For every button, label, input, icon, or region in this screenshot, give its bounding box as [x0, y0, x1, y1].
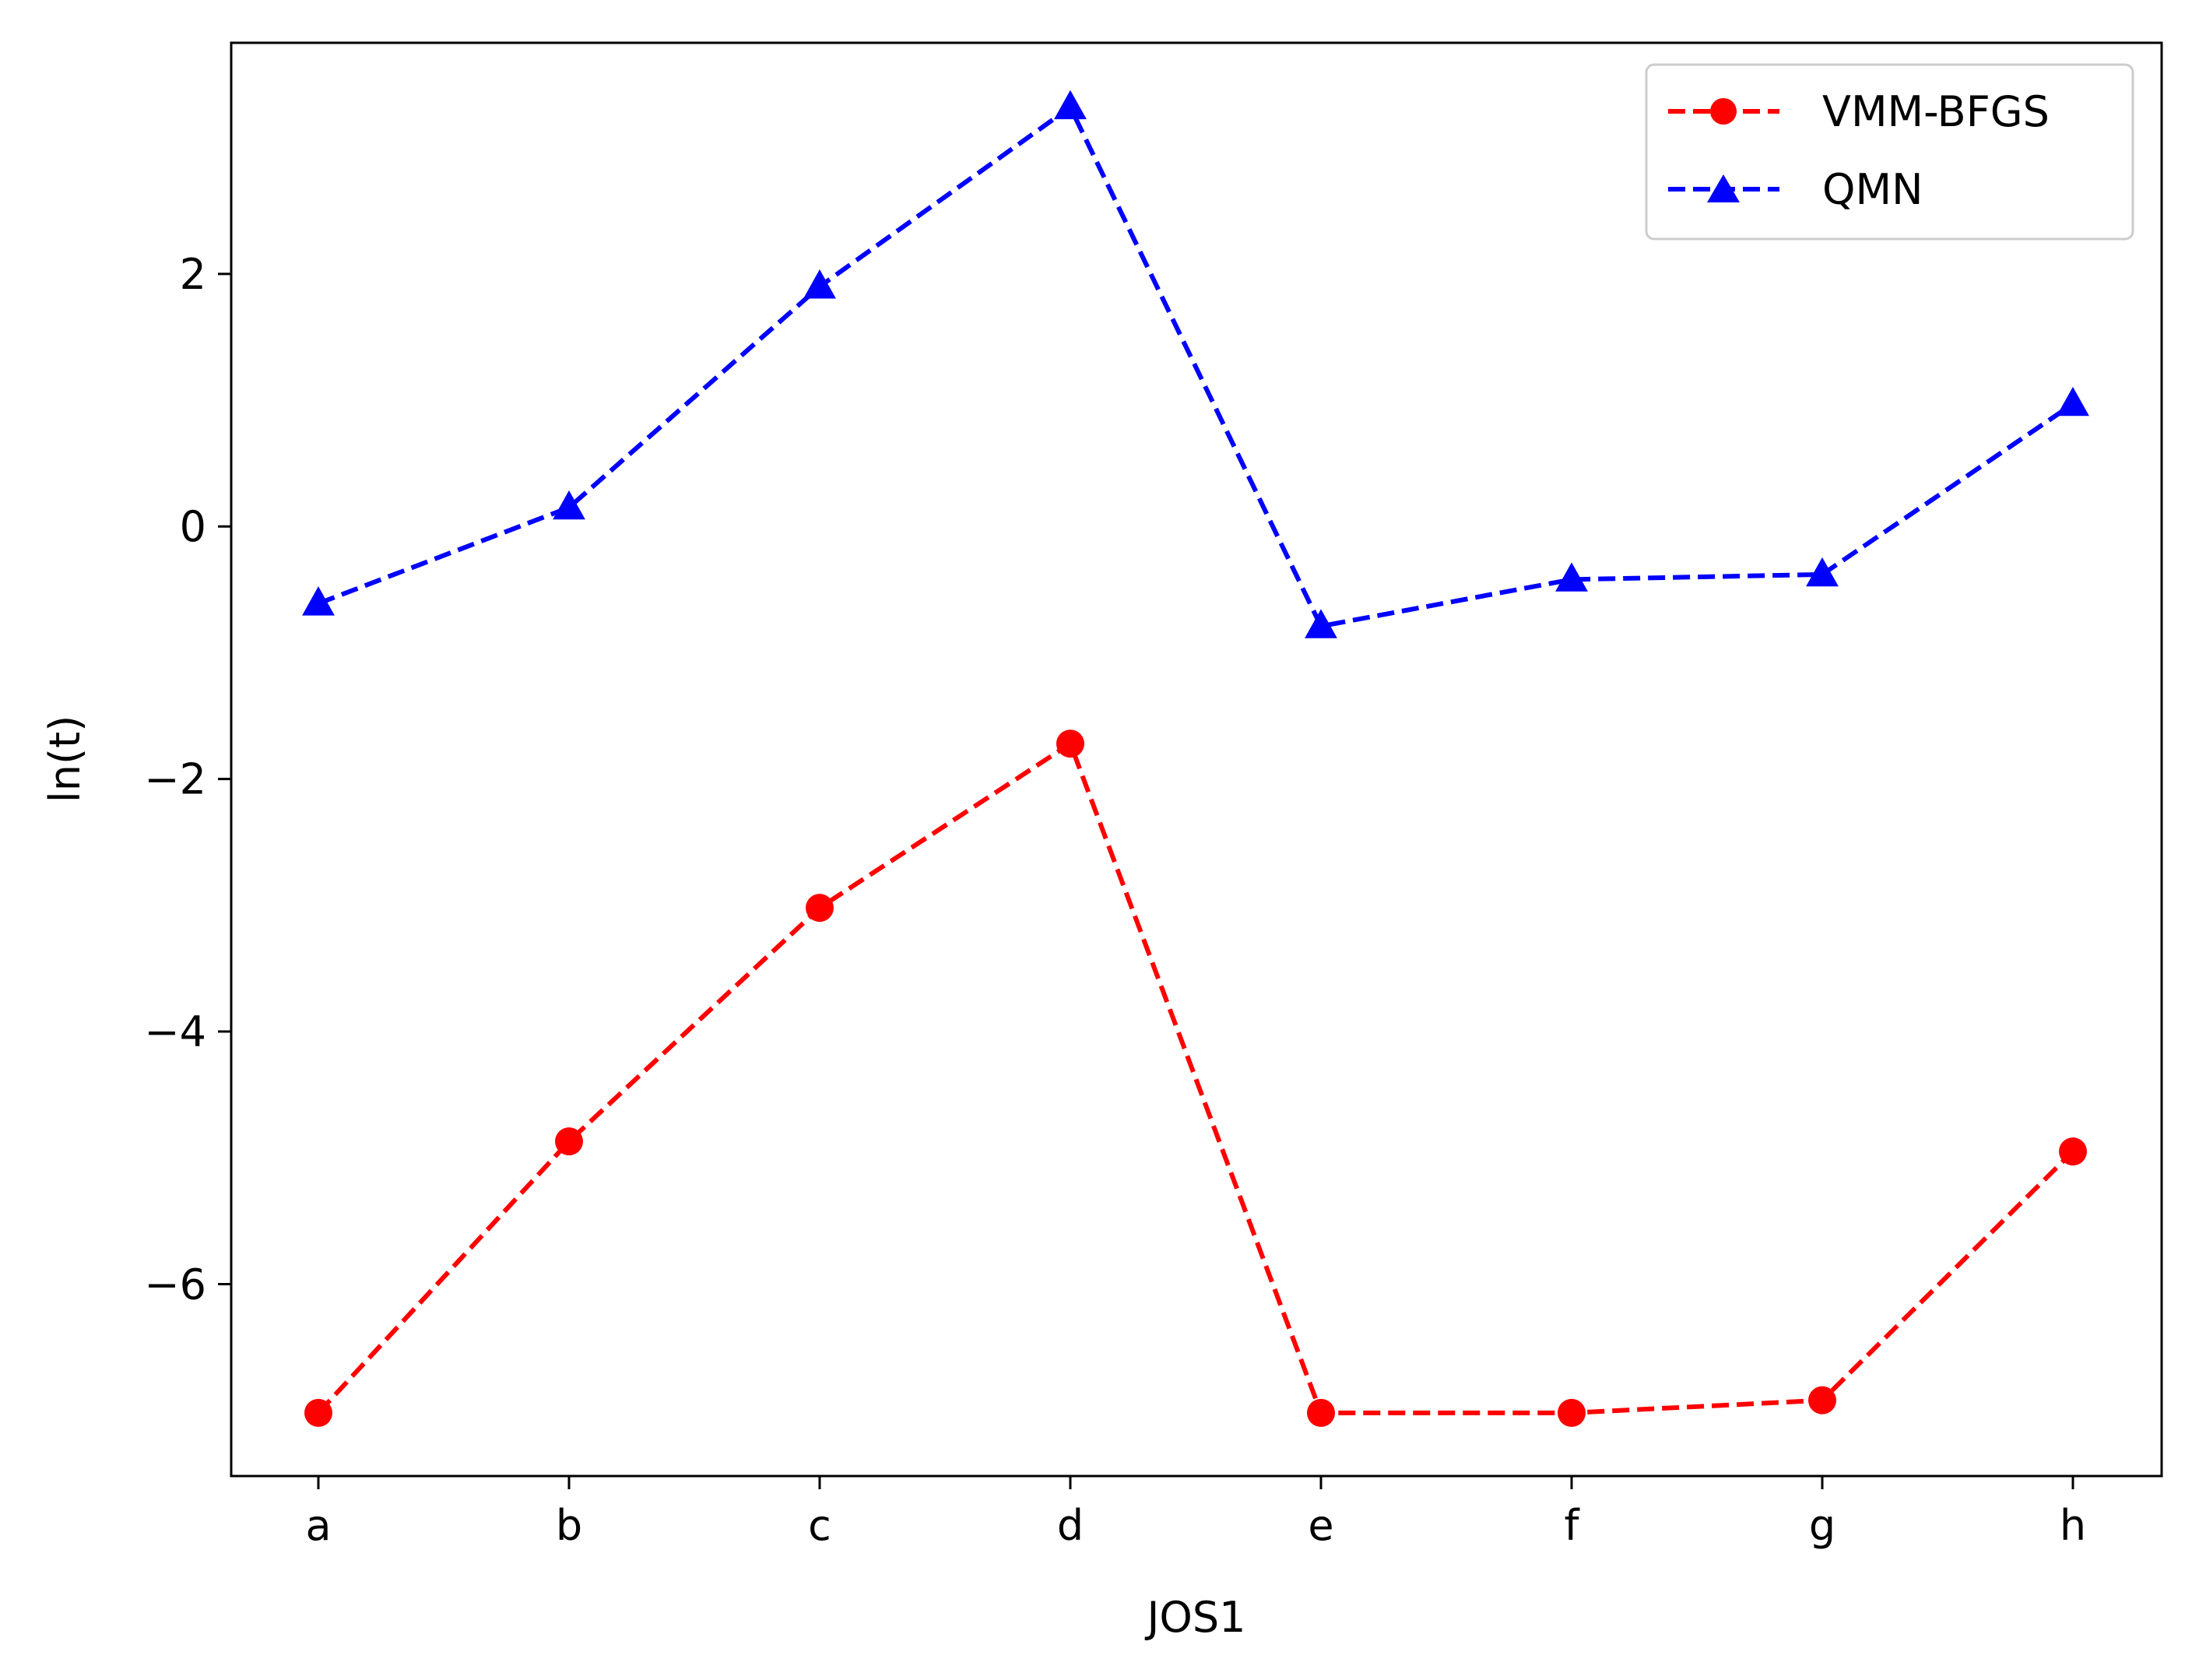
y-tick-label--4: −4	[144, 1007, 206, 1056]
plot-frame	[230, 41, 2163, 1478]
point-qmn-f	[1555, 562, 1588, 592]
y-tick-label-0: 0	[180, 502, 206, 551]
x-tick-label-h: h	[2060, 1501, 2086, 1550]
point-qmn-b	[553, 490, 585, 520]
y-tick-label-2: 2	[180, 250, 206, 299]
y-axis: −6 −4 −2 0 2	[144, 250, 231, 1309]
legend-label-qmn: QMN	[1822, 165, 1923, 214]
series-layer	[302, 90, 2089, 1427]
x-axis: a b c d e f g h	[305, 1476, 2086, 1550]
x-axis-title: JOS1	[1144, 1593, 1245, 1642]
point-vmm-bfgs-d	[1056, 729, 1084, 758]
series-line-qmn	[317, 104, 2074, 629]
x-tick-label-g: g	[1809, 1501, 1835, 1550]
y-axis-title: ln(t)	[40, 715, 90, 803]
point-vmm-bfgs-b	[555, 1127, 583, 1156]
legend-marker-vmm-bfgs	[1710, 98, 1737, 125]
legend: VMM-BFGS QMN	[1645, 63, 2134, 241]
legend-label-vmm-bfgs: VMM-BFGS	[1822, 87, 2050, 136]
x-tick-label-f: f	[1564, 1501, 1580, 1550]
point-vmm-bfgs-f	[1558, 1398, 1586, 1427]
point-qmn-g	[1806, 557, 1839, 587]
y-tick-label--6: −6	[144, 1260, 206, 1309]
legend-entry-vmm-bfgs: VMM-BFGS	[1668, 87, 2050, 136]
x-tick-label-c: c	[808, 1501, 831, 1550]
plot-area	[231, 43, 2162, 1476]
point-vmm-bfgs-a	[304, 1398, 332, 1427]
legend-box	[1645, 63, 2134, 241]
legend-marker-qmn	[1707, 174, 1740, 202]
point-qmn-e	[1305, 609, 1337, 638]
x-tick-label-e: e	[1308, 1501, 1333, 1550]
point-vmm-bfgs-g	[1808, 1386, 1836, 1415]
series-line-vmm-bfgs	[316, 741, 2075, 1415]
legend-entry-qmn: QMN	[1668, 165, 1923, 214]
y-tick-label--2: −2	[144, 755, 206, 804]
point-vmm-bfgs-c	[806, 894, 834, 923]
x-tick-label-b: b	[556, 1501, 582, 1550]
point-qmn-d	[1054, 90, 1087, 120]
x-tick-label-d: d	[1057, 1501, 1084, 1550]
x-tick-label-a: a	[305, 1501, 331, 1550]
point-qmn-a	[302, 586, 335, 616]
point-qmn-c	[803, 269, 836, 299]
point-vmm-bfgs-h	[2059, 1137, 2087, 1166]
point-vmm-bfgs-e	[1307, 1398, 1335, 1427]
point-qmn-h	[2057, 386, 2089, 416]
